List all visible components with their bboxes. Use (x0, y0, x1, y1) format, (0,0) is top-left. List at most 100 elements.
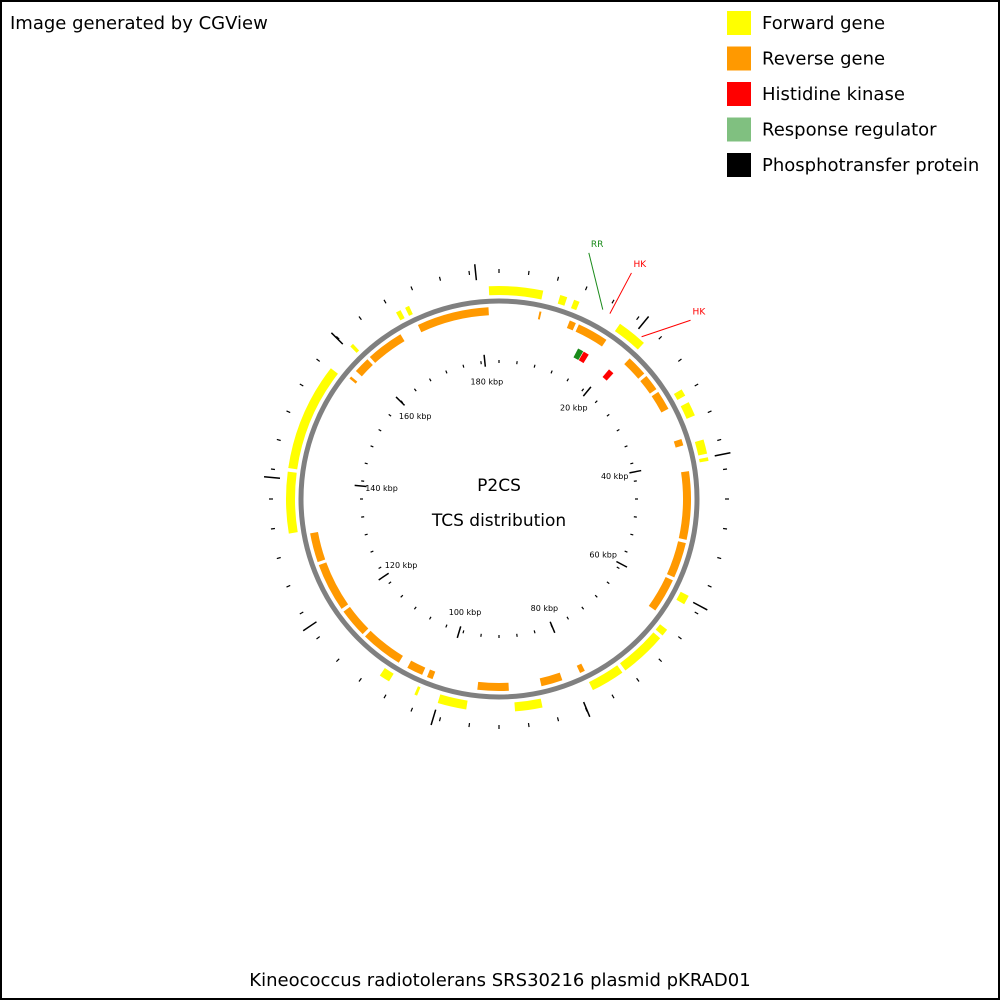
reverse-gene (576, 663, 585, 674)
tick-label: 80 kbp (531, 604, 559, 613)
annotation-line (609, 272, 632, 314)
forward-gene (437, 694, 468, 710)
center-subtitle: TCS distribution (431, 511, 566, 531)
scale-dash (364, 533, 368, 536)
scale-dash (388, 581, 392, 585)
reverse-gene (349, 376, 358, 384)
tick-mark (473, 264, 478, 281)
tick-mark (483, 354, 487, 367)
reverse-gene (539, 672, 563, 687)
forward-gene (405, 305, 413, 316)
forward-gene (499, 286, 544, 300)
legend-label: Response regulator (762, 120, 937, 141)
legend-label: Phosphotransfer protein (762, 155, 979, 176)
scale-dash (611, 299, 615, 304)
forward-gene (620, 632, 661, 671)
center-title: P2CS (477, 476, 521, 496)
scale-dash (270, 468, 276, 471)
tick-label: 20 kbp (560, 404, 588, 413)
scale-dash (468, 270, 471, 276)
scale-dash (276, 556, 281, 560)
tick-label: 60 kbp (589, 550, 617, 559)
forward-gene (286, 471, 298, 534)
caption: Kineococcus radiotolerans SRS30216 plasm… (249, 970, 750, 991)
tick-mark (302, 621, 317, 632)
tick-label: 120 kbp (385, 561, 418, 570)
reverse-gene (364, 630, 403, 663)
annotation-line (588, 252, 604, 310)
scale-dash (286, 584, 291, 588)
scale-dash (630, 462, 634, 465)
scale-dash (428, 378, 432, 382)
scale-dash (594, 400, 598, 404)
reverse-gene (640, 376, 657, 394)
scale-dash (533, 630, 536, 634)
tick-label: 140 kbp (365, 484, 398, 493)
reverse-gene (343, 606, 369, 635)
scale-dash (694, 383, 699, 387)
scale-dash (606, 581, 610, 585)
scale-dash (611, 694, 615, 699)
reverse-gene (417, 307, 489, 333)
reverse-gene (537, 311, 542, 320)
scale-dash (370, 445, 374, 448)
scale-dash (636, 316, 640, 321)
reverse-gene (369, 334, 405, 363)
scale-dash (383, 299, 387, 304)
scale-dash (717, 556, 722, 560)
scale-dash (677, 358, 682, 362)
scale-dash (410, 286, 414, 291)
forward-gene (699, 457, 709, 463)
reverse-gene (310, 531, 326, 563)
tick-mark (456, 626, 462, 639)
scale-dash (533, 364, 536, 368)
scale-dash (658, 335, 663, 340)
tick-mark (582, 701, 591, 718)
annotation-label: HK (693, 307, 707, 317)
forward-gene (680, 402, 695, 419)
tick-mark (616, 560, 628, 568)
scale-dash (594, 594, 598, 598)
scale-dash (410, 707, 414, 712)
tick-label: 180 kbp (471, 378, 504, 387)
tick-label: 160 kbp (399, 412, 432, 421)
scale-dash (722, 527, 728, 530)
scale-dash (550, 370, 553, 374)
scale-dash (527, 722, 530, 728)
forward-gene (288, 368, 338, 470)
tcs-marker (602, 369, 614, 381)
tick-mark (629, 469, 642, 474)
scale-dash (316, 358, 321, 362)
annotation-label: RR (591, 240, 604, 250)
tcs-marker (573, 348, 584, 361)
reverse-gene (651, 391, 669, 413)
backbone (298, 298, 700, 700)
reverse-gene (566, 320, 576, 331)
scale-dash (566, 616, 570, 620)
scale-dash (335, 658, 340, 663)
scale-dash (276, 438, 281, 442)
scale-dash (299, 611, 304, 615)
tick-mark (430, 709, 437, 726)
scale-dash (445, 370, 448, 374)
legend-swatch (727, 82, 751, 106)
scale-dash (364, 462, 368, 465)
legend-swatch (727, 46, 751, 71)
reverse-gene (678, 471, 691, 540)
reverse-gene (648, 577, 673, 611)
tick-mark (582, 386, 592, 397)
scale-dash (335, 335, 340, 340)
scale-dash (566, 378, 570, 382)
scale-dash (270, 527, 276, 530)
forward-gene (673, 389, 686, 401)
forward-gene (414, 686, 421, 696)
legend-label: Forward gene (762, 13, 885, 34)
tick-mark (714, 451, 731, 457)
scale-dash (722, 468, 728, 471)
credit: Image generated by CGView (10, 13, 268, 34)
scale-dash (286, 410, 291, 414)
reverse-gene (407, 660, 426, 675)
scale-dash (624, 445, 628, 448)
scale-dash (400, 594, 404, 598)
